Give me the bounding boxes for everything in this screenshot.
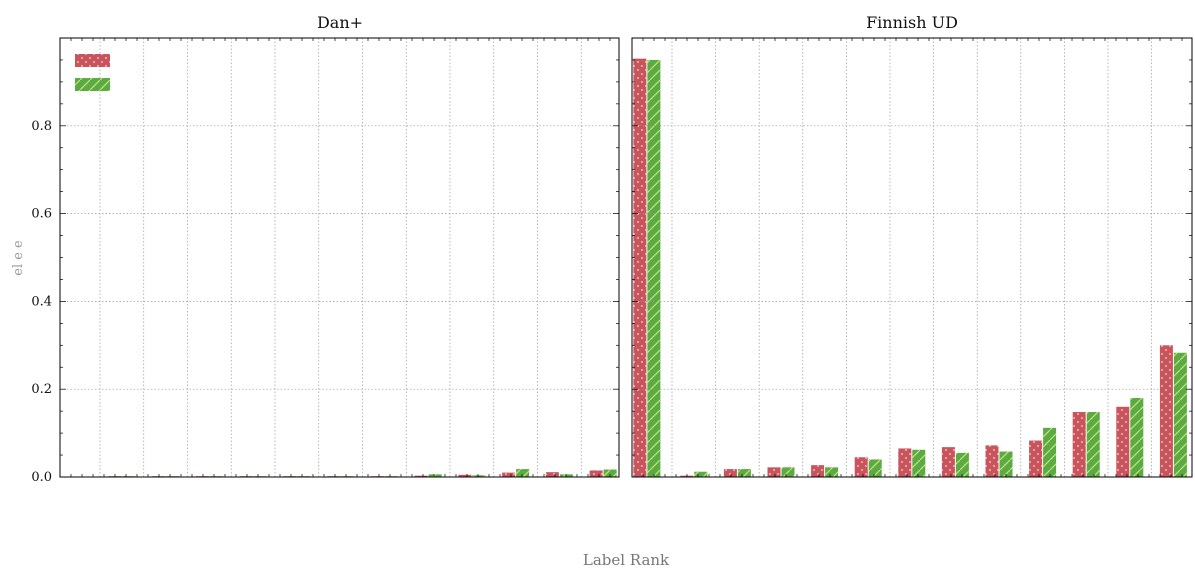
- y-tick-label: 0.6: [31, 207, 52, 222]
- axes-frame-finnish-ud: [631, 37, 1193, 478]
- bars-finnish-ud: [680, 345, 1187, 477]
- bar-series-b-hatch: [1173, 352, 1187, 477]
- bar-series-b-hatch: [868, 459, 882, 477]
- y-tick-label: 0.0: [31, 470, 52, 485]
- panel-dan-plus: Dan+ 0.0 0.2 0.4 0.6 0.8: [31, 13, 661, 485]
- bar-series-a-hatch: [1029, 440, 1043, 477]
- y-tick-label: 0.4: [31, 294, 52, 309]
- bar-series-a-hatch: [767, 467, 781, 477]
- grid-finnish-ud: [632, 38, 1192, 477]
- bar-series-a-hatch: [1116, 406, 1130, 477]
- bar-series-a-hatch: [941, 447, 955, 477]
- bar-series-a-hatch: [589, 470, 603, 477]
- x-axis-label: Label Rank: [583, 551, 670, 569]
- bar-series-a-hatch: [1159, 345, 1173, 477]
- legend-dan-plus: [75, 54, 110, 91]
- bar-series-b-hatch: [825, 467, 839, 477]
- legend-swatch-series-a-hatch: [75, 54, 110, 67]
- axes-frame-dan-plus: [59, 37, 620, 478]
- bar-series-a-hatch: [502, 472, 516, 477]
- y-axis-label: el e e: [11, 240, 26, 276]
- bar-series-a-hatch: [898, 448, 912, 477]
- bar-series-b-hatch: [1130, 397, 1144, 477]
- bar-series-b-hatch: [955, 452, 969, 477]
- bar-series-b-hatch: [559, 474, 573, 477]
- ticks-finnish-ud: [632, 38, 1192, 477]
- bar-series-a-hatch: [633, 58, 647, 478]
- bars-dan-plus: [108, 58, 661, 478]
- bar-series-b-hatch: [912, 449, 926, 477]
- bar-series-b-hatch: [1043, 427, 1057, 477]
- bar-series-a-hatch: [985, 445, 999, 477]
- bar-series-b-hatch: [694, 471, 708, 477]
- bar-series-a-hatch: [723, 469, 737, 477]
- bar-series-b-hatch: [516, 469, 530, 477]
- grid-dan-plus: [60, 38, 619, 477]
- bar-series-b-hatch: [781, 467, 795, 477]
- panel-title-dan-plus: Dan+: [317, 13, 363, 32]
- bar-series-b-hatch: [472, 475, 486, 477]
- bar-series-b-hatch: [428, 474, 442, 477]
- bar-series-b-hatch: [737, 469, 751, 477]
- bar-series-a-hatch: [811, 465, 825, 477]
- bar-series-b-hatch: [999, 451, 1013, 477]
- bar-series-a-hatch: [1072, 412, 1086, 477]
- bar-series-b-hatch: [647, 59, 661, 477]
- bar-series-a-hatch: [414, 475, 428, 477]
- y-tick-label: 0.2: [31, 382, 52, 397]
- legend-swatch-series-b-hatch: [75, 78, 110, 91]
- bar-series-a-hatch: [854, 457, 868, 477]
- bar-series-a-hatch: [458, 474, 472, 477]
- panel-title-finnish-ud: Finnish UD: [866, 13, 958, 32]
- bar-series-b-hatch: [1086, 412, 1100, 477]
- bar-series-a-hatch: [545, 472, 559, 477]
- bar-series-b-hatch: [603, 469, 617, 477]
- ticks-dan-plus: 0.0 0.2 0.4 0.6 0.8: [31, 38, 619, 485]
- y-tick-label: 0.8: [31, 119, 52, 134]
- panel-finnish-ud: Finnish UD: [631, 13, 1193, 478]
